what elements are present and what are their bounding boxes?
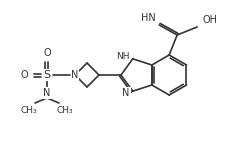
Text: NH: NH bbox=[116, 52, 129, 61]
Text: HN: HN bbox=[141, 13, 156, 23]
Text: O: O bbox=[20, 70, 28, 80]
Text: CH₃: CH₃ bbox=[20, 106, 37, 115]
Text: S: S bbox=[43, 70, 50, 80]
Text: N: N bbox=[43, 88, 51, 98]
Text: OH: OH bbox=[201, 15, 216, 25]
Text: N: N bbox=[71, 70, 78, 80]
Text: O: O bbox=[43, 48, 51, 58]
Text: N: N bbox=[122, 88, 129, 98]
Text: CH₃: CH₃ bbox=[56, 106, 73, 115]
